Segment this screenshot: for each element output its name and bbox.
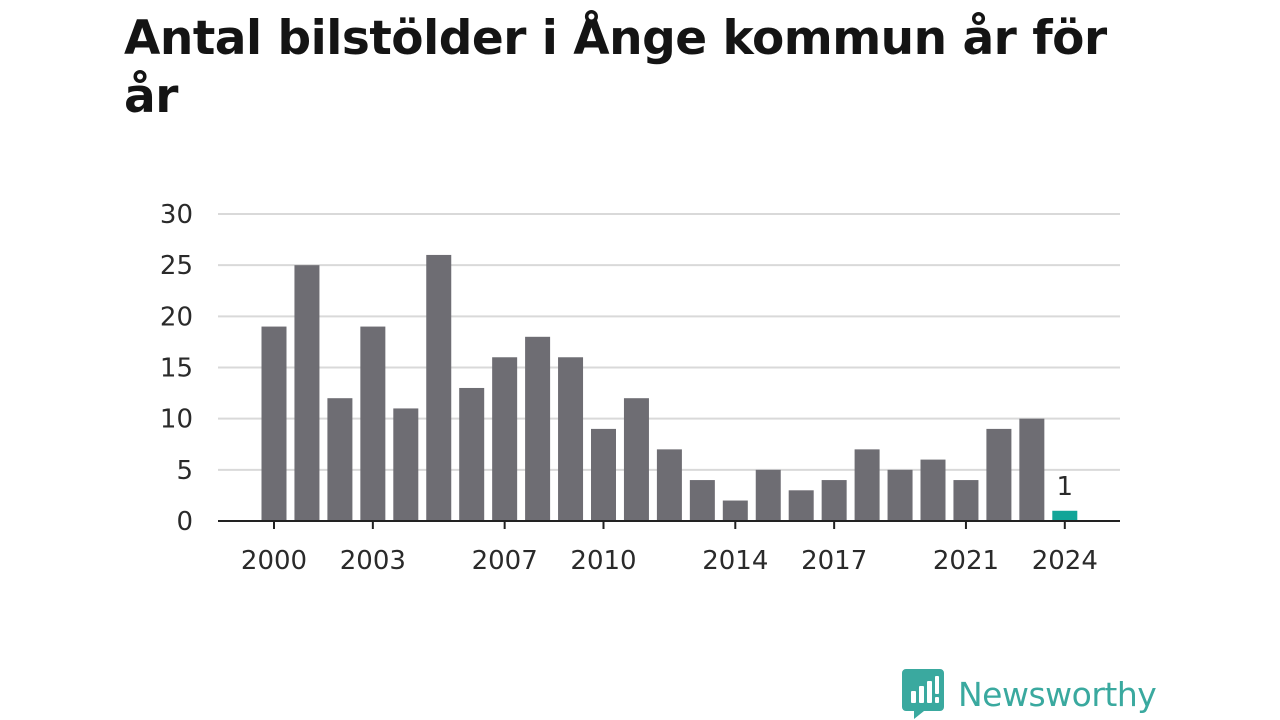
x-tick-label: 2024 — [1032, 546, 1098, 576]
bar-2023 — [1019, 418, 1045, 521]
bar-2009 — [558, 357, 584, 521]
bar-2018 — [854, 449, 880, 521]
bar-2003 — [360, 326, 386, 521]
x-axis-ticks: 2000 2003 2007 2010 2014 2017 2021 2024 — [241, 521, 1098, 576]
bar-2011 — [623, 398, 649, 521]
bar-2001 — [294, 265, 320, 521]
y-tick-label: 30 — [160, 200, 193, 230]
bar-2014 — [722, 500, 748, 521]
newsworthy-logo-text: Newsworthy — [958, 674, 1157, 714]
bar-2006 — [459, 387, 485, 521]
grid-lines — [218, 213, 1120, 471]
bar-2010 — [591, 428, 616, 521]
bar-2002 — [327, 398, 353, 521]
y-tick-label: 0 — [176, 507, 193, 537]
x-tick-label: 2014 — [702, 546, 768, 576]
y-tick-label: 20 — [160, 302, 193, 332]
newsworthy-logo: Newsworthy — [902, 668, 1157, 720]
bar-2016 — [788, 490, 814, 521]
x-tick-label: 2021 — [933, 546, 999, 576]
x-tick-label: 2010 — [570, 546, 636, 576]
x-tick-label: 2007 — [472, 546, 538, 576]
bar-2015 — [755, 469, 781, 521]
bar-2017 — [821, 480, 847, 521]
bars — [261, 254, 1078, 521]
y-tick-label: 15 — [160, 354, 193, 384]
bar-2000 — [261, 326, 287, 521]
bar-2019 — [887, 469, 913, 521]
y-tick-label: 25 — [160, 251, 193, 281]
bar-2022 — [986, 428, 1012, 521]
bar-2024 — [1052, 510, 1078, 521]
bar-2008 — [525, 336, 551, 521]
x-tick-label: 2003 — [340, 546, 406, 576]
data-label-2024: 1 — [1057, 472, 1074, 502]
chart-title: Antal bilstölder i Ånge kommun år för år — [124, 11, 1107, 124]
data-labels: 1 — [1057, 472, 1074, 502]
bar-2007 — [492, 357, 518, 521]
y-tick-label: 5 — [176, 456, 193, 486]
bar-2021 — [953, 480, 979, 521]
bar-2020 — [920, 459, 946, 521]
y-axis-ticks: 0 5 10 15 20 25 30 — [160, 200, 193, 537]
bar-2005 — [426, 254, 452, 521]
x-tick-label: 2000 — [241, 546, 307, 576]
x-tick-label: 2017 — [801, 546, 867, 576]
bar-2013 — [689, 480, 715, 521]
newsworthy-logo-icon — [902, 669, 944, 719]
y-tick-label: 10 — [160, 405, 193, 435]
bar-2004 — [393, 408, 419, 521]
bar-2012 — [656, 449, 682, 521]
